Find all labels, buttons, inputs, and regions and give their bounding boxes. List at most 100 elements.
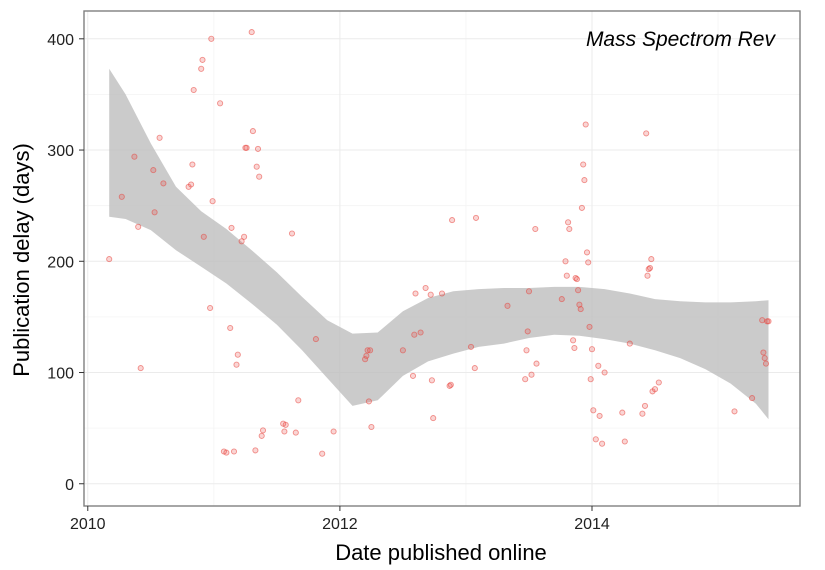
data-point (160, 180, 167, 187)
data-point (577, 306, 584, 313)
data-point (759, 317, 766, 324)
data-point (252, 447, 259, 454)
data-point (646, 264, 654, 272)
data-points (106, 29, 772, 457)
data-point (228, 224, 235, 231)
data-point (731, 408, 738, 415)
data-point (427, 291, 434, 298)
data-point (259, 427, 267, 434)
data-point (319, 450, 326, 457)
data-point (576, 301, 583, 308)
panel-border (83, 10, 801, 507)
x-axis-title: Date published online (335, 540, 547, 565)
data-point (580, 161, 587, 168)
data-point (524, 328, 531, 335)
data-point (254, 145, 262, 152)
data-point (596, 412, 603, 419)
data-point (599, 440, 606, 447)
data-point (135, 223, 142, 230)
data-point (412, 290, 419, 297)
data-point (292, 429, 299, 436)
data-point (639, 410, 646, 417)
data-point (106, 256, 113, 263)
data-point (471, 365, 478, 372)
data-point (533, 360, 540, 367)
data-point (765, 318, 772, 325)
data-point (761, 355, 768, 362)
y-tick-label: 300 (47, 143, 74, 160)
data-point (570, 337, 577, 344)
data-point (118, 193, 125, 200)
data-point (588, 346, 596, 353)
data-point (295, 397, 302, 404)
data-point (363, 352, 370, 359)
x-tick-label: 2014 (574, 516, 610, 533)
data-point (532, 225, 539, 233)
data-point (582, 121, 589, 128)
y-tick-label: 400 (47, 32, 74, 49)
data-point (523, 347, 530, 354)
data-point (282, 421, 289, 428)
data-point (233, 361, 240, 368)
data-point (198, 65, 205, 72)
data-point (189, 161, 196, 168)
data-point (525, 288, 533, 295)
y-axis-title: Publication delay (days) (9, 143, 34, 377)
data-point (312, 336, 319, 343)
data-point (762, 360, 770, 367)
data-point (449, 217, 456, 224)
data-point (217, 100, 224, 107)
data-point (249, 128, 256, 135)
x-tick-label: 2010 (70, 516, 106, 533)
data-point (504, 302, 511, 309)
data-point (131, 153, 138, 160)
data-point (592, 436, 599, 443)
grid-major (84, 11, 800, 506)
data-point (190, 86, 197, 94)
data-point (258, 432, 265, 439)
data-point (578, 204, 585, 211)
data-point (234, 351, 241, 358)
data-point (575, 287, 582, 294)
data-point (447, 381, 454, 388)
data-point (472, 214, 480, 221)
data-point (409, 372, 417, 379)
data-point (209, 198, 216, 205)
data-point (368, 423, 375, 431)
data-point (256, 173, 263, 180)
y-tick-label: 0 (65, 477, 74, 494)
data-point (230, 448, 238, 455)
data-point (367, 347, 374, 354)
data-point (587, 376, 594, 383)
data-point (573, 276, 580, 283)
data-point (586, 323, 593, 330)
y-tick-label: 100 (47, 366, 74, 383)
data-point (643, 130, 650, 137)
data-point (563, 272, 570, 279)
data-point (558, 296, 565, 303)
data-point (562, 258, 569, 265)
data-point (581, 177, 588, 184)
data-point (644, 272, 651, 279)
data-point (590, 407, 597, 414)
data-point (438, 290, 446, 297)
data-point (223, 449, 230, 456)
data-point (641, 402, 649, 409)
smooth-confidence-band (109, 68, 769, 420)
data-point (571, 344, 578, 352)
y-axis-ticks: 0 100 200 300 400 (47, 32, 84, 494)
data-point (362, 356, 369, 363)
x-axis-ticks: 2010 2012 2014 (70, 506, 610, 533)
data-point (137, 365, 144, 372)
data-point (648, 256, 655, 263)
data-point (207, 304, 214, 312)
data-point (621, 438, 628, 445)
data-point (253, 163, 260, 170)
data-point (528, 371, 535, 378)
data-point (200, 233, 207, 240)
data-point (227, 324, 234, 332)
data-point (565, 219, 572, 226)
